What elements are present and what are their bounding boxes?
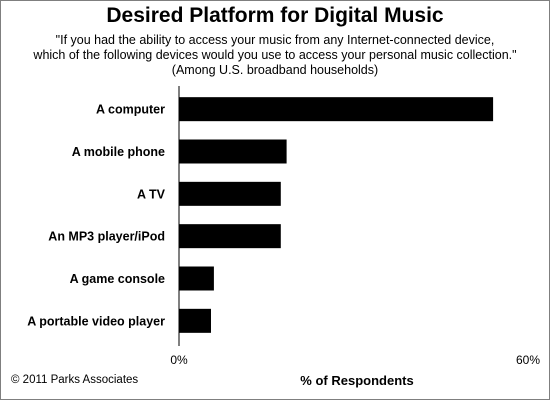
- x-axis-label: % of Respondents: [300, 373, 413, 388]
- category-label-5: A portable video player: [27, 314, 165, 328]
- bar-0: [179, 97, 494, 122]
- bar-2: [179, 181, 281, 206]
- bar-4: [179, 266, 214, 291]
- subtitle-line-2: which of the following devices would you…: [33, 48, 517, 62]
- category-label-1: A mobile phone: [72, 145, 165, 159]
- chart-subtitle: "If you had the ability to access your m…: [0, 33, 550, 78]
- bar-1: [179, 139, 287, 164]
- category-label-0: A computer: [96, 103, 165, 117]
- category-label-4: A game console: [70, 272, 165, 286]
- subtitle-line-1: "If you had the ability to access your m…: [55, 33, 495, 47]
- x-tick-label-0: 0%: [170, 353, 188, 367]
- category-label-2: A TV: [137, 187, 166, 201]
- bar-3: [179, 224, 281, 249]
- copyright-credit: © 2011 Parks Associates: [11, 374, 139, 386]
- x-tick-label-1: 60%: [516, 353, 540, 367]
- subtitle-line-3: (Among U.S. broadband households): [171, 63, 379, 77]
- category-label-3: An MP3 player/iPod: [48, 230, 165, 244]
- chart-title: Desired Platform for Digital Music: [106, 4, 444, 27]
- bar-5: [179, 308, 211, 333]
